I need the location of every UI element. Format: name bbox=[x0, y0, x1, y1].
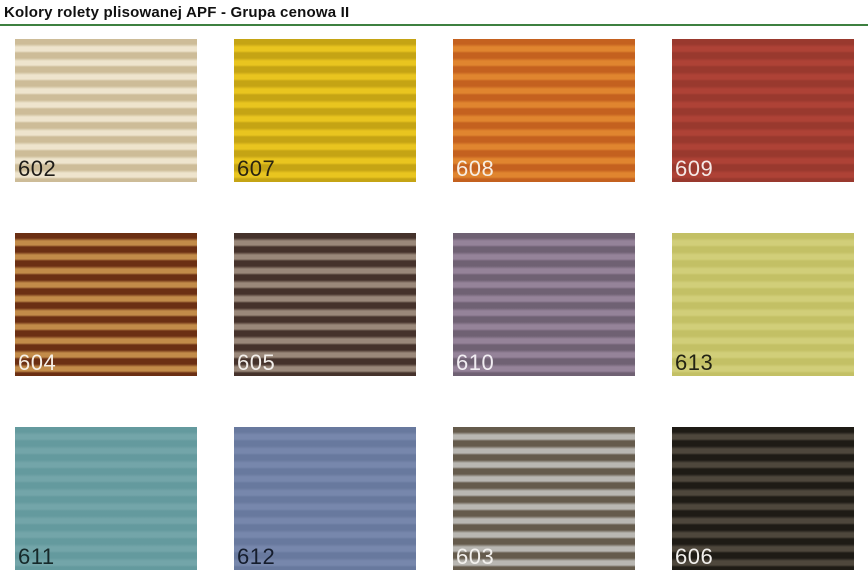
color-swatch-610: 610 bbox=[453, 233, 635, 376]
color-swatch-612: 612 bbox=[234, 427, 416, 570]
color-swatch-603: 603 bbox=[453, 427, 635, 570]
color-swatch-605: 605 bbox=[234, 233, 416, 376]
swatch-code-label: 608 bbox=[456, 156, 495, 181]
swatch-code-label: 609 bbox=[675, 156, 714, 181]
page-title: Kolory rolety plisowanej APF - Grupa cen… bbox=[4, 4, 350, 21]
color-swatch-609: 609 bbox=[672, 39, 854, 182]
title-divider bbox=[0, 24, 868, 26]
swatch-code-label: 612 bbox=[237, 544, 276, 569]
color-swatch-602: 602 bbox=[15, 39, 197, 182]
swatch-code-label: 605 bbox=[237, 350, 276, 375]
color-swatch-613: 613 bbox=[672, 233, 854, 376]
swatch-code-label: 606 bbox=[675, 544, 714, 569]
swatch-code-label: 602 bbox=[18, 156, 57, 181]
color-swatch-606: 606 bbox=[672, 427, 854, 570]
swatch-code-label: 603 bbox=[456, 544, 495, 569]
color-swatch-611: 611 bbox=[15, 427, 197, 570]
swatch-code-label: 607 bbox=[237, 156, 276, 181]
color-swatch-604: 604 bbox=[15, 233, 197, 376]
swatch-code-label: 613 bbox=[675, 350, 714, 375]
color-swatch-608: 608 bbox=[453, 39, 635, 182]
swatch-code-label: 610 bbox=[456, 350, 495, 375]
color-swatch-grid: 602 607 608 609 604 605 610 613 611 612 … bbox=[15, 39, 868, 570]
color-swatch-607: 607 bbox=[234, 39, 416, 182]
swatch-code-label: 604 bbox=[18, 350, 57, 375]
header: Kolory rolety plisowanej APF - Grupa cen… bbox=[0, 0, 868, 26]
swatch-code-label: 611 bbox=[18, 544, 55, 569]
